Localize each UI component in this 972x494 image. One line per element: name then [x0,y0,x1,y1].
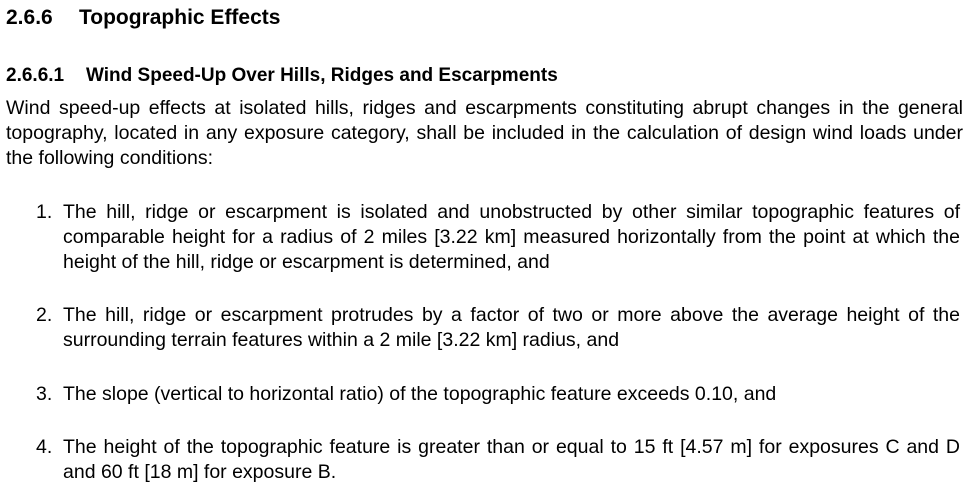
subsection-heading: 2.6.6.1 Wind Speed-Up Over Hills, Ridges … [6,64,558,88]
list-item: 1. The hill, ridge or escarpment is isol… [36,200,960,275]
list-item-number: 1. [36,201,53,223]
list-item-text: The hill, ridge or escarpment is isolate… [63,201,960,273]
section-title: Topographic Effects [79,6,281,29]
list-item: 4. The height of the topographic feature… [36,435,960,485]
list-item-number: 2. [36,304,53,326]
intro-paragraph: Wind speed-up effects at isolated hills,… [6,97,963,169]
subsection-number: 2.6.6.1 [6,65,65,86]
subsection-title: Wind Speed-Up Over Hills, Ridges and Esc… [86,65,558,86]
section-number: 2.6.6 [6,6,53,29]
section-heading: 2.6.6 Topographic Effects [6,5,280,31]
conditions-list: 1. The hill, ridge or escarpment is isol… [36,200,960,485]
list-item-text: The hill, ridge or escarpment protrudes … [63,304,960,351]
list-item: 2. The hill, ridge or escarpment protrud… [36,303,960,353]
list-item: 3. The slope (vertical to horizontal rat… [36,382,960,407]
list-item-text: The height of the topographic feature is… [63,436,960,483]
list-item-text: The slope (vertical to horizontal ratio)… [63,383,777,405]
list-item-number: 4. [36,436,53,458]
list-item-number: 3. [36,383,53,405]
